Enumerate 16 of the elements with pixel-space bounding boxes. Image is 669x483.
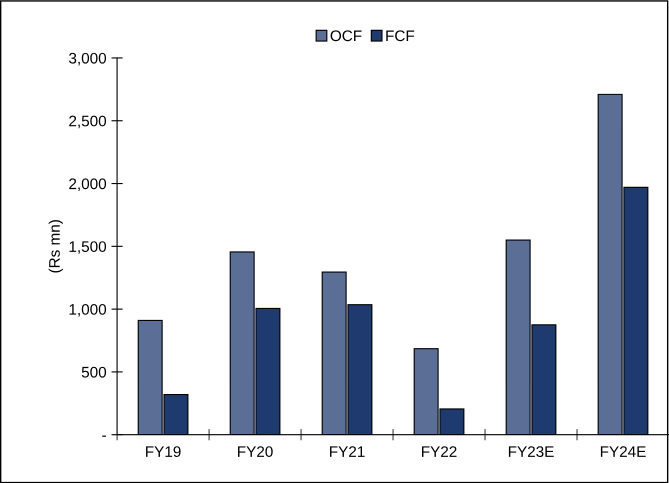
x-tick-label: FY24E	[600, 446, 646, 457]
x-tick-label: FY19	[146, 446, 181, 458]
y-tick-label: 1,000	[70, 304, 106, 317]
y-tick-label: 2,500	[69, 116, 106, 128]
y-tick-label: 3,000	[69, 52, 106, 66]
x-tick-label: FY23E	[508, 446, 554, 458]
legend-label: OCF	[330, 30, 362, 42]
x-tick-label: FY22	[422, 446, 457, 457]
y-tick-label: -	[102, 436, 106, 437]
x-tick-label: FY20	[238, 446, 273, 458]
y-tick-label: 500	[82, 366, 106, 378]
y-tick-label: 2,000	[69, 178, 106, 192]
y-axis-title: (Rs mn)	[48, 220, 63, 273]
y-tick-label: 1,500	[70, 241, 106, 254]
x-tick-label: FY21	[330, 446, 365, 457]
legend-label: FCF	[386, 30, 414, 42]
